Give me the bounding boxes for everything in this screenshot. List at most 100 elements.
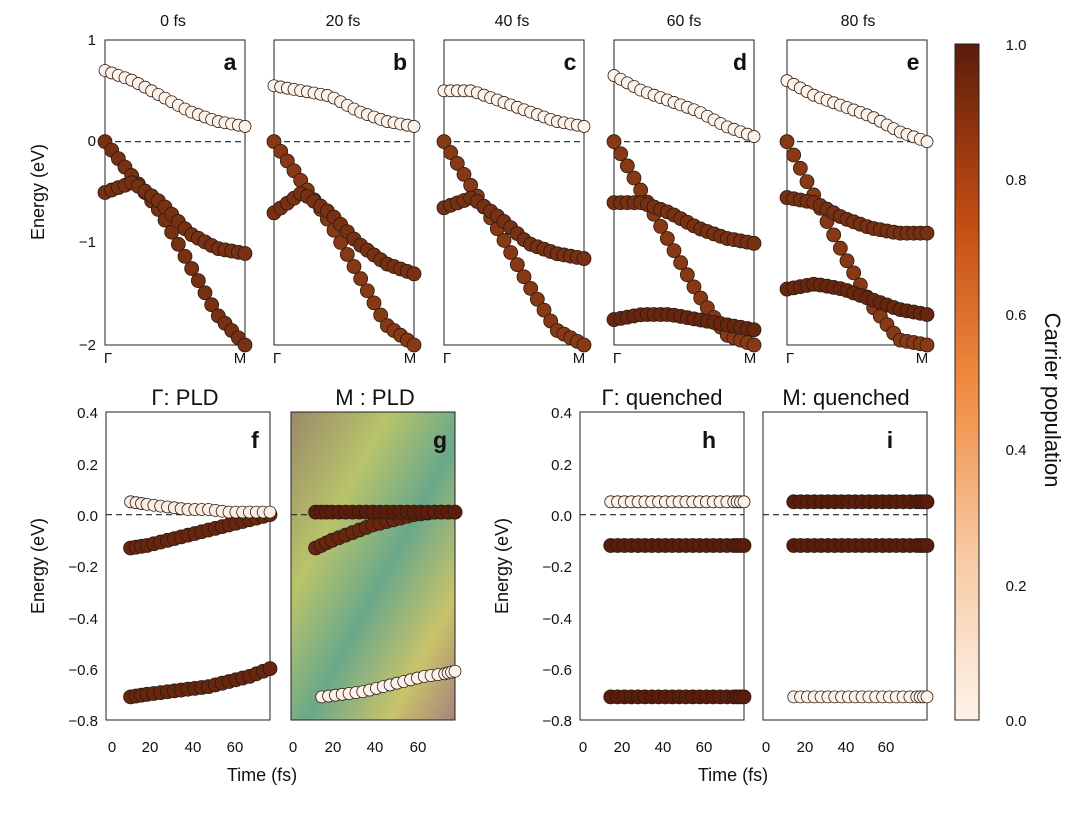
point-e-0-7 [826, 227, 842, 243]
xtick-i-0: 0 [762, 739, 770, 756]
point-h-1-21 [736, 689, 752, 705]
ytick-f-04: 0.4 [77, 405, 98, 422]
trace-e-0 [786, 141, 928, 346]
cb-tick-10: 1.0 [1006, 37, 1027, 54]
point-b-0-15 [366, 295, 382, 311]
point-c-0-15 [536, 302, 552, 318]
xtick-f-20: 20 [142, 739, 159, 756]
point-f-2-21 [263, 505, 277, 519]
panel-a-title: 0 fs [160, 13, 186, 30]
point-a-2-21 [238, 120, 252, 133]
panel-a-letter: a [224, 49, 237, 75]
point-a-0-12 [177, 249, 193, 264]
chart-marks [97, 64, 935, 705]
cb-tick-00: 0.0 [1006, 713, 1027, 730]
point-i-1-21 [919, 494, 935, 510]
point-c-1-21 [576, 251, 592, 266]
point-d-1-21 [746, 235, 762, 251]
ylabel-top: Energy (eV) [28, 144, 48, 240]
ytick-h-m06: −0.6 [542, 662, 572, 679]
point-f-1-21 [262, 661, 278, 677]
point-d-0-8 [659, 231, 675, 246]
xtick-g-40: 40 [367, 739, 384, 756]
point-c-0-14 [529, 291, 545, 307]
ytick-f-m08: −0.8 [68, 713, 98, 730]
xtick-a-m: M [234, 350, 247, 367]
panel-h-letter: h [702, 427, 716, 453]
xlabel-left: Time (fs) [227, 765, 297, 785]
panel-e-letter: e [907, 49, 920, 75]
point-a-0-21 [237, 337, 253, 353]
xtick-f-0: 0 [108, 739, 116, 756]
panel-d-letter: d [733, 49, 747, 75]
xtick-h-60: 60 [696, 739, 713, 756]
point-b-0-14 [359, 283, 375, 299]
panel-b-letter: b [393, 49, 407, 75]
point-e-0-8 [832, 240, 848, 256]
ytick-h-m02: −0.2 [542, 559, 572, 576]
point-d-0-11 [679, 267, 695, 283]
xtick-b-gamma: Γ [273, 350, 281, 367]
point-c-0-2 [449, 156, 465, 171]
xtick-a-gamma: Γ [104, 350, 112, 367]
xtick-h-0: 0 [579, 739, 587, 756]
point-a-0-15 [197, 285, 213, 301]
panel-g-letter: g [433, 427, 447, 453]
xtick-f-60: 60 [227, 739, 244, 756]
point-b-1-21 [406, 266, 422, 282]
point-a-0-11 [170, 236, 186, 252]
ylabel-h: Energy (eV) [492, 518, 512, 614]
point-b-2-21 [407, 120, 421, 133]
cb-tick-08: 0.8 [1006, 172, 1027, 189]
point-e-3-21 [920, 135, 934, 149]
point-c-0-21 [576, 337, 592, 353]
point-d-0-12 [686, 279, 702, 295]
ytick-a-m2: −2 [79, 337, 96, 354]
ytick-h-04: 0.4 [551, 405, 572, 422]
xtick-g-60: 60 [410, 739, 427, 756]
panel-c-letter: c [564, 49, 577, 75]
xtick-e-gamma: Γ [786, 350, 794, 367]
point-d-0-2 [619, 158, 635, 174]
cb-tick-06: 0.6 [1006, 307, 1027, 324]
xtick-h-40: 40 [655, 739, 672, 756]
xtick-g-20: 20 [325, 739, 342, 756]
point-d-0-10 [673, 255, 689, 271]
point-e-0-0 [779, 134, 795, 150]
panel-g-title: M : PLD [335, 385, 414, 410]
xtick-i-60: 60 [878, 739, 895, 756]
point-e-0-2 [792, 160, 808, 176]
point-c-0-12 [516, 269, 532, 285]
panel-i-title: M: quenched [782, 385, 909, 410]
xtick-b-m: M [404, 350, 417, 367]
colorbar-label: Carrier population [1040, 313, 1065, 488]
panel-b-title: 20 fs [326, 13, 361, 30]
ylabel-f: Energy (eV) [28, 518, 48, 614]
panel-h-title: Γ: quenched [602, 385, 723, 410]
point-d-0-0 [606, 134, 622, 150]
point-c-0-9 [496, 233, 512, 248]
xtick-h-20: 20 [614, 739, 631, 756]
xtick-i-40: 40 [838, 739, 855, 756]
xtick-d-m: M [744, 350, 757, 367]
point-a-0-16 [204, 297, 220, 313]
point-c-0-1 [443, 145, 459, 160]
xtick-c-gamma: Γ [443, 350, 451, 367]
point-b-0-16 [373, 307, 389, 323]
point-d-0-21 [746, 337, 762, 353]
ytick-h-00: 0.0 [551, 508, 572, 525]
xtick-e-m: M [916, 350, 929, 367]
panel-f-frame [105, 411, 271, 721]
panel-e-title: 80 fs [841, 13, 876, 30]
point-a-1-21 [237, 246, 253, 261]
point-b-0-21 [406, 337, 422, 353]
point-h-0-21 [736, 538, 752, 553]
colorbar [954, 43, 980, 721]
point-c-0-0 [436, 134, 452, 150]
point-e-0-21 [919, 337, 935, 353]
ytick-a-0: 0 [88, 133, 96, 150]
xtick-g-0: 0 [289, 739, 297, 756]
cb-tick-02: 0.2 [1006, 578, 1027, 595]
point-g-2-21 [448, 664, 462, 678]
